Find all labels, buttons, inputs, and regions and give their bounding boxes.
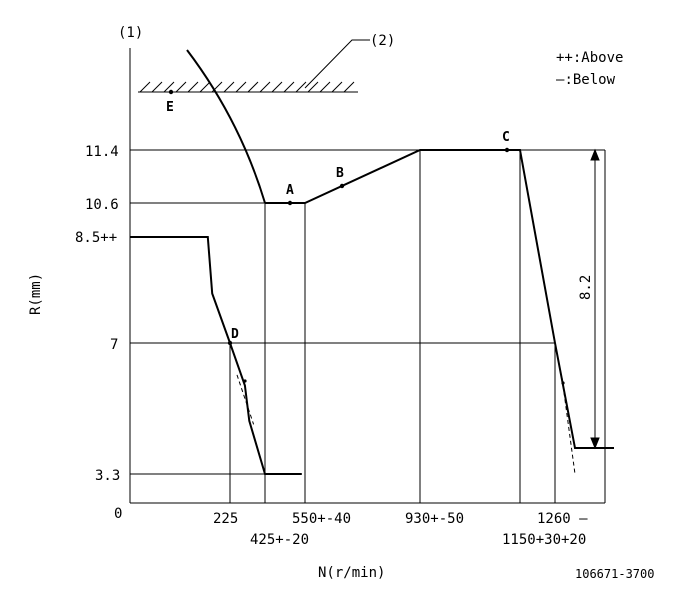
point-e-label: E bbox=[166, 100, 174, 115]
dashed-extension-right bbox=[561, 378, 576, 475]
dimension-label: 8.2 bbox=[578, 275, 594, 300]
mid-dot-left bbox=[243, 379, 247, 383]
callout-label: (2) bbox=[370, 33, 395, 49]
boundary-curve bbox=[186, 49, 266, 204]
point-c-marker bbox=[504, 147, 510, 153]
point-a-marker bbox=[287, 200, 293, 206]
y-axis-title: R(mm) bbox=[28, 273, 44, 315]
point-c-label: C bbox=[502, 130, 510, 145]
x-tick-225: 225 bbox=[213, 511, 238, 527]
x-tick-550: 550+-40 bbox=[292, 511, 351, 527]
origin-label: 0 bbox=[114, 506, 122, 522]
dashed-extension-left bbox=[236, 374, 255, 425]
point-d-label: D bbox=[231, 327, 239, 342]
y-tick-7: 7 bbox=[110, 337, 118, 353]
mid-dot-right bbox=[561, 381, 565, 385]
x-axis-title: N(r/min) bbox=[318, 565, 385, 581]
drawing-number: 106671-3700 bbox=[575, 567, 654, 581]
point-d-marker bbox=[227, 340, 233, 346]
stop-hatch bbox=[138, 81, 358, 93]
legend-above: ++:Above bbox=[556, 50, 623, 66]
x-tick-1150: 1150+30+20 bbox=[502, 532, 586, 548]
callout-leader bbox=[304, 39, 370, 89]
y-tick-11-4: 11.4 bbox=[85, 144, 119, 160]
dimension-8-2 bbox=[590, 148, 600, 450]
lower-governor-line bbox=[130, 236, 302, 475]
figure-number: (1) bbox=[118, 25, 143, 41]
point-b-label: B bbox=[336, 166, 344, 181]
point-a-label: A bbox=[286, 183, 294, 198]
x-tick-1260: 1260 — bbox=[537, 511, 588, 527]
y-tick-3-3: 3.3 bbox=[95, 468, 120, 484]
upper-governor-line bbox=[265, 149, 614, 449]
point-e-marker bbox=[168, 89, 174, 95]
point-b-marker bbox=[339, 183, 345, 189]
x-tick-425: 425+-20 bbox=[250, 532, 309, 548]
legend-below: —:Below bbox=[556, 72, 616, 88]
y-tick-8-5: 8.5++ bbox=[75, 230, 117, 246]
x-tick-930: 930+-50 bbox=[405, 511, 464, 527]
y-tick-10-6: 10.6 bbox=[85, 197, 119, 213]
